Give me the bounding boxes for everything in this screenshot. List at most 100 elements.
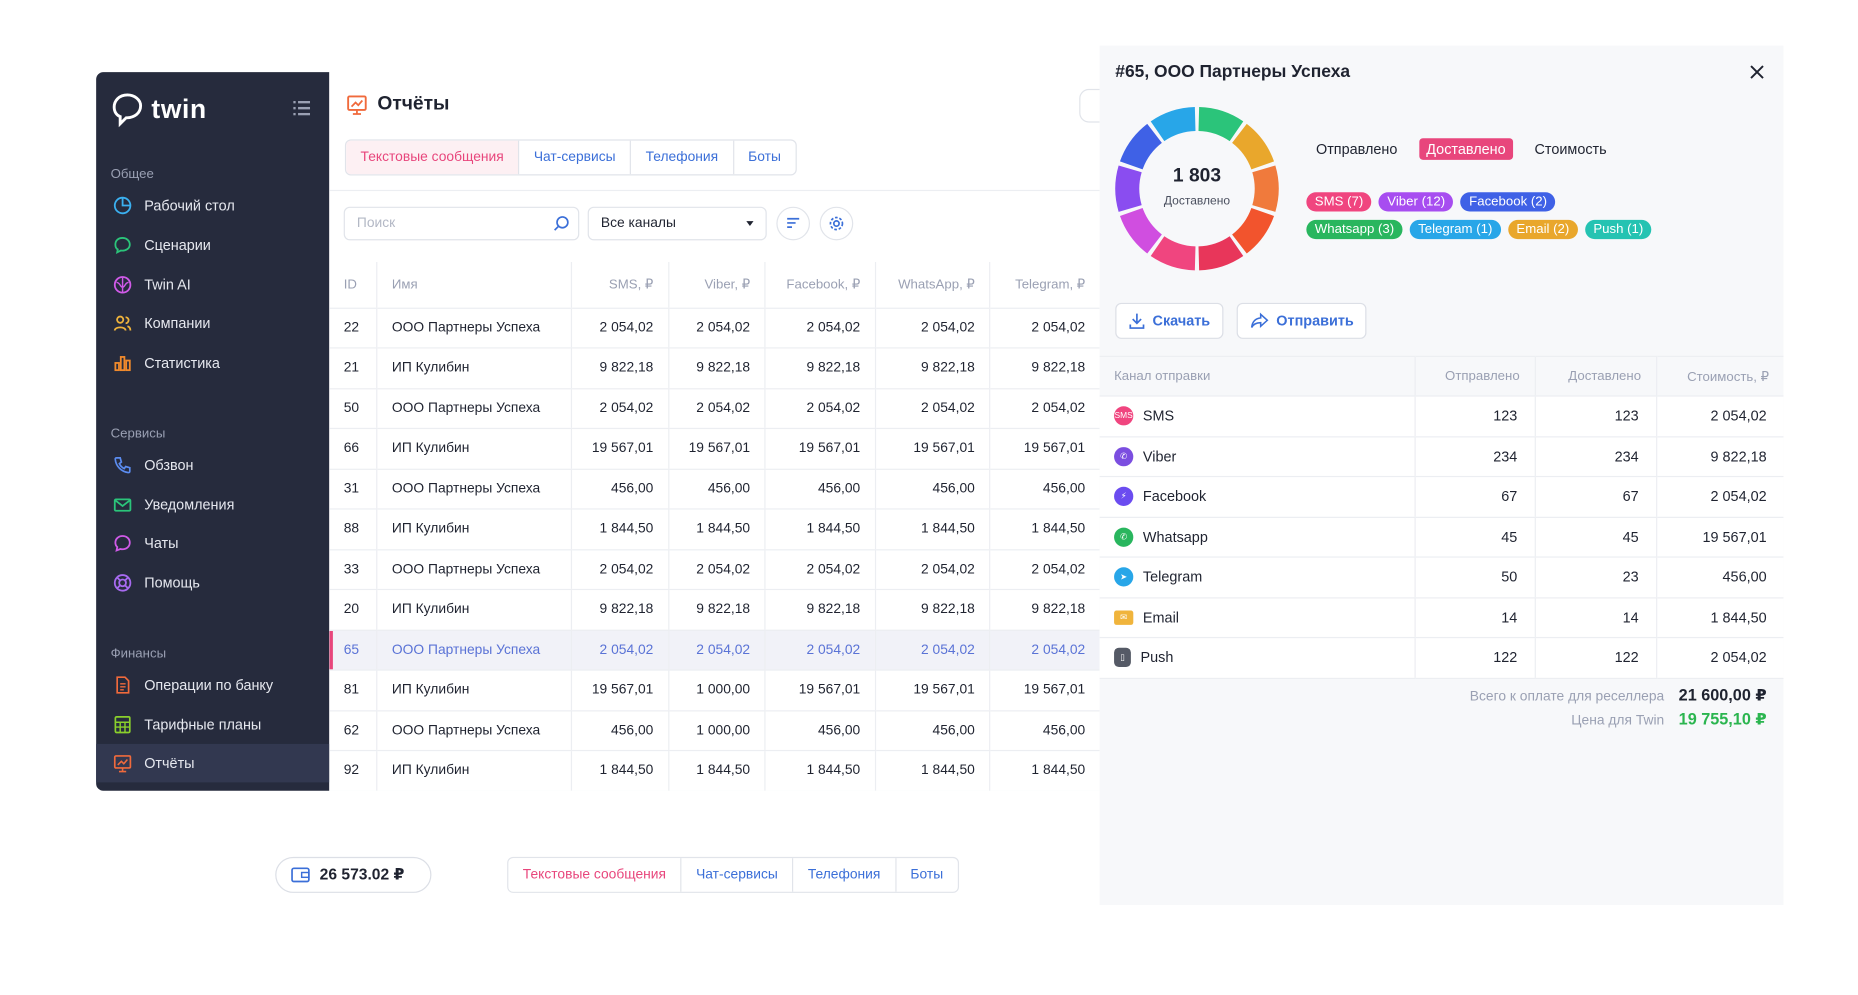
search-input[interactable]: Поиск <box>343 206 580 241</box>
telegram-icon: ➤ <box>1114 567 1134 587</box>
tab-bots[interactable]: Боты <box>894 858 958 892</box>
table-row[interactable]: 65 ООО Партнеры Успеха 2 054,02 2 054,02 2 0… <box>329 629 1100 671</box>
cell-delivered: 122 <box>1534 637 1657 679</box>
table-row[interactable]: 88 ИП Кулибин 1 844,50 1 844,50 1 844,50 1 84… <box>329 508 1100 550</box>
sidebar-item-companies[interactable]: Компании <box>96 304 329 342</box>
table-row[interactable]: ✉ Email 14 14 1 844,50 <box>1099 597 1784 639</box>
settings-button[interactable] <box>819 206 854 241</box>
table-row[interactable]: 50 ООО Партнеры Успеха 2 054,02 2 054,02 2 0… <box>329 388 1100 430</box>
column-header-delivered[interactable]: Доставлено <box>1534 355 1657 397</box>
reseller-total-label: Всего к оплате для реселлера <box>1469 689 1665 705</box>
sidebar-item-twin-ai[interactable]: Twin AI <box>96 266 329 304</box>
table-row[interactable]: ⚡ Facebook 67 67 2 054,02 <box>1099 476 1784 518</box>
cell-amount: 9 822,18 <box>874 589 990 631</box>
column-header-id[interactable]: ID <box>329 261 377 309</box>
tab-chat-services[interactable]: Чат-сервисы <box>680 858 792 892</box>
cell-name: ООО Партнеры Успеха <box>376 549 572 591</box>
sort-button[interactable] <box>776 206 811 241</box>
legend-chip-push[interactable]: Push (1) <box>1584 219 1652 240</box>
cell-amount: 2 054,02 <box>764 629 876 671</box>
mode-delivered[interactable]: Доставлено <box>1419 138 1513 160</box>
legend-chip-whatsapp[interactable]: Whatsapp (3) <box>1306 219 1403 240</box>
column-header-name[interactable]: Имя <box>376 261 572 309</box>
cell-name: ИП Кулибин <box>376 347 572 389</box>
tab-text-messages[interactable]: Текстовые сообщения <box>508 858 681 892</box>
cell-amount: 1 844,50 <box>667 750 766 791</box>
cell-sent: 50 <box>1413 557 1535 598</box>
sidebar-item-help[interactable]: Помощь <box>96 564 329 602</box>
sidebar-item-desktop[interactable]: Рабочий стол <box>96 186 329 224</box>
tab-telephony[interactable]: Телефония <box>792 858 895 892</box>
download-button[interactable]: Скачать <box>1115 302 1224 339</box>
report-icon <box>113 755 132 773</box>
table-row[interactable]: ✆ Whatsapp 45 45 19 567,01 <box>1099 516 1784 558</box>
table-row[interactable]: 62 ООО Партнеры Успеха 456,00 1 000,00 456,0… <box>329 710 1100 752</box>
sidebar-item-label: Статистика <box>144 354 220 372</box>
column-header-viber[interactable]: Viber, ₽ <box>667 261 766 309</box>
tab-bots[interactable]: Боты <box>732 140 796 175</box>
legend-chip-facebook[interactable]: Facebook (2) <box>1460 192 1556 212</box>
mode-cost[interactable]: Стоимость <box>1534 140 1607 158</box>
cell-amount: 2 054,02 <box>989 307 1100 349</box>
table-row[interactable]: SMS SMS 123 123 2 054,02 <box>1099 395 1784 437</box>
cell-amount: 2 054,02 <box>764 388 876 430</box>
logo[interactable]: twin <box>111 91 207 128</box>
cell-sent: 67 <box>1413 476 1535 518</box>
column-header-sent[interactable]: Отправлено <box>1413 355 1535 397</box>
legend-chip-sms[interactable]: SMS (7) <box>1306 192 1372 212</box>
channel-name: ▯ Push <box>1114 648 1397 668</box>
table-row[interactable]: 66 ИП Кулибин 19 567,01 19 567,01 19 567,01 1… <box>329 428 1100 470</box>
column-header-facebook[interactable]: Facebook, ₽ <box>764 261 876 309</box>
balance-pill[interactable]: 26 573.02 ₽ <box>275 856 432 893</box>
table-row[interactable]: 33 ООО Партнеры Успеха 2 054,02 2 054,02 2 0… <box>329 549 1100 591</box>
table-row[interactable]: 20 ИП Кулибин 9 822,18 9 822,18 9 822,18 9 82… <box>329 589 1100 631</box>
sidebar-item-statistics[interactable]: Статистика <box>96 344 329 382</box>
search-icon[interactable] <box>553 215 570 232</box>
column-header-whatsapp[interactable]: WhatsApp, ₽ <box>874 261 990 309</box>
cell-cost: 19 567,01 <box>1655 516 1784 558</box>
sidebar-item-scenarios[interactable]: Сценарии <box>96 226 329 264</box>
table-row[interactable]: ▯ Push 122 122 2 054,02 <box>1099 637 1784 679</box>
channel-select[interactable]: Все каналы <box>587 206 767 241</box>
table-row[interactable]: 81 ИП Кулибин 19 567,01 1 000,00 19 567,01 19… <box>329 670 1100 711</box>
cell-delivered: 123 <box>1534 395 1657 437</box>
legend-chip-email[interactable]: Email (2) <box>1507 219 1578 240</box>
send-button[interactable]: Отправить <box>1236 302 1368 339</box>
column-header-channel[interactable]: Канал отправки <box>1099 355 1415 397</box>
tab-chat-services[interactable]: Чат-сервисы <box>518 140 630 175</box>
table-row[interactable]: 31 ООО Партнеры Успеха 456,00 456,00 456,00 4… <box>329 468 1100 510</box>
panel-toggle-button[interactable] <box>1079 88 1100 123</box>
channel-name: ➤ Telegram <box>1114 567 1397 587</box>
close-icon[interactable] <box>1750 65 1764 79</box>
sidebar-item-label: Сценарии <box>144 236 211 254</box>
legend-chip-telegram[interactable]: Telegram (1) <box>1409 219 1501 240</box>
sidebar-item-notifications[interactable]: Уведомления <box>96 486 329 524</box>
cell-amount: 9 822,18 <box>667 589 766 631</box>
cell-amount: 1 844,50 <box>989 750 1100 791</box>
table-row[interactable]: ✆ Viber 234 234 9 822,18 <box>1099 436 1784 478</box>
tab-telephony[interactable]: Телефония <box>629 140 733 175</box>
chevron-down-icon <box>746 221 754 226</box>
sidebar-item-tariffs[interactable]: Тарифные планы <box>96 705 329 743</box>
cell-id: 50 <box>329 388 377 430</box>
email-icon: ✉ <box>1114 610 1134 625</box>
report-icon <box>347 95 367 115</box>
sidebar-item-calls[interactable]: Обзвон <box>96 446 329 484</box>
tab-text-messages[interactable]: Текстовые сообщения <box>346 140 519 175</box>
table-row[interactable]: ➤ Telegram 50 23 456,00 <box>1099 557 1784 598</box>
table-row[interactable]: 92 ИП Кулибин 1 844,50 1 844,50 1 844,50 1 84… <box>329 750 1100 791</box>
mode-sent[interactable]: Отправлено <box>1315 140 1398 158</box>
sidebar-item-reports[interactable]: Отчёты <box>96 743 330 783</box>
column-header-telegram[interactable]: Telegram, ₽ <box>989 261 1100 309</box>
sidebar-item-chats[interactable]: Чаты <box>96 524 329 562</box>
table-row[interactable]: 21 ИП Кулибин 9 822,18 9 822,18 9 822,18 9 82… <box>329 347 1100 389</box>
column-header-cost[interactable]: Стоимость, ₽ <box>1655 355 1784 397</box>
legend-chip-viber[interactable]: Viber (12) <box>1378 192 1454 212</box>
cell-id: 88 <box>329 508 377 550</box>
menu-list-icon[interactable] <box>293 100 311 116</box>
column-header-sms[interactable]: SMS, ₽ <box>571 261 669 309</box>
table-row[interactable]: 22 ООО Партнеры Успеха 2 054,02 2 054,02 2 0… <box>329 307 1100 349</box>
sidebar-item-bank-operations[interactable]: Операции по банку <box>96 666 329 704</box>
users-icon <box>113 315 132 331</box>
delivery-donut-chart <box>1115 106 1279 271</box>
